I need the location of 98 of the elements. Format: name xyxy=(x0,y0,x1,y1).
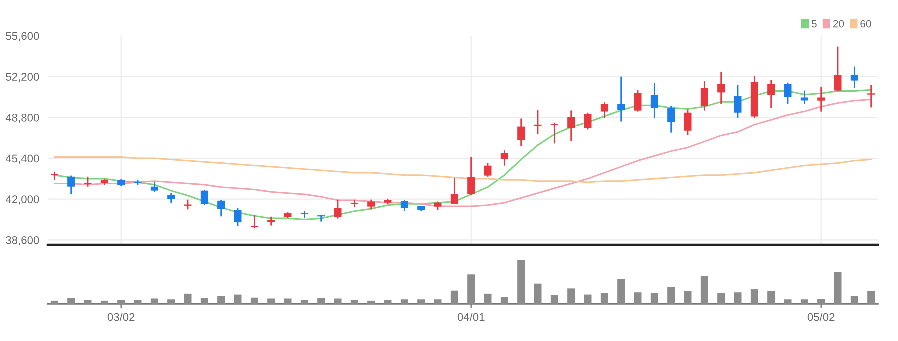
bar xyxy=(868,291,876,304)
candlestick xyxy=(768,80,776,110)
candlestick xyxy=(784,82,792,105)
bar xyxy=(184,294,192,304)
candlestick xyxy=(734,84,742,119)
bar xyxy=(850,296,858,304)
y-tick-label: 48,800 xyxy=(6,114,40,124)
bar xyxy=(650,293,658,304)
candlestick xyxy=(368,199,376,210)
candlestick xyxy=(318,214,326,223)
bar xyxy=(134,300,142,304)
bar xyxy=(634,292,642,304)
candlestick xyxy=(668,105,676,134)
legend-label: 20 xyxy=(833,20,844,28)
candlestick xyxy=(600,102,608,120)
y-tick-label: 55,600 xyxy=(6,32,40,42)
bar xyxy=(284,298,292,304)
bar xyxy=(250,298,258,304)
bar xyxy=(818,299,826,304)
candlestick xyxy=(218,200,226,218)
bar xyxy=(550,295,558,304)
candlestick xyxy=(800,90,808,106)
bar xyxy=(768,291,776,304)
bar xyxy=(618,279,626,304)
bar xyxy=(568,288,576,304)
bar xyxy=(300,300,308,304)
y-tick-label: 45,400 xyxy=(6,154,40,164)
bar xyxy=(50,300,58,304)
bar xyxy=(600,293,608,304)
bar xyxy=(500,296,508,304)
candlestick xyxy=(300,210,308,220)
bar xyxy=(784,300,792,304)
bar xyxy=(268,298,276,304)
candlestick xyxy=(718,72,726,106)
bar xyxy=(168,300,176,304)
candlestick xyxy=(818,86,826,112)
candlestick xyxy=(634,89,642,112)
candlestick xyxy=(68,175,76,195)
bar xyxy=(334,298,342,304)
bar xyxy=(534,284,542,304)
bar xyxy=(734,292,742,304)
bar xyxy=(100,300,108,304)
candlestick xyxy=(834,46,842,92)
x-tick-label: 04/01 xyxy=(458,313,485,322)
candlestick xyxy=(400,200,408,212)
bar xyxy=(700,276,708,304)
bar xyxy=(668,287,676,304)
x-tick-label: 05/02 xyxy=(808,313,835,322)
candlestick xyxy=(200,190,208,206)
bar xyxy=(418,300,426,304)
candlestick xyxy=(850,66,858,90)
bar xyxy=(450,290,458,304)
candlestick xyxy=(868,84,876,108)
bar xyxy=(834,272,842,304)
bar xyxy=(368,300,376,304)
candlestick xyxy=(584,112,592,130)
candlestick xyxy=(618,76,626,122)
candlestick xyxy=(684,109,692,136)
bar xyxy=(84,300,92,304)
bar xyxy=(218,296,226,304)
candlestick xyxy=(484,162,492,178)
bar xyxy=(468,274,476,304)
bar xyxy=(350,300,358,304)
candlestick xyxy=(518,118,526,147)
candlestick xyxy=(568,110,576,142)
candlestick xyxy=(234,208,242,227)
bar xyxy=(200,298,208,304)
bar xyxy=(684,291,692,304)
line-series xyxy=(54,98,872,208)
bar xyxy=(750,290,758,304)
bar xyxy=(234,294,242,304)
bar xyxy=(434,300,442,304)
bar xyxy=(150,298,158,304)
candlestick xyxy=(700,80,708,112)
bar xyxy=(318,298,326,304)
y-tick-label: 38,600 xyxy=(6,236,40,246)
candlestick xyxy=(334,199,342,220)
bar xyxy=(400,300,408,304)
candlestick xyxy=(500,150,508,167)
candlestick xyxy=(168,192,176,204)
candlestick xyxy=(450,178,458,205)
candlestick xyxy=(84,176,92,188)
bar xyxy=(518,260,526,304)
x-tick-label: 03/02 xyxy=(108,313,135,322)
bar xyxy=(800,300,808,304)
legend-label: 5 xyxy=(812,20,817,28)
bar xyxy=(718,293,726,304)
bar xyxy=(384,300,392,304)
bar xyxy=(68,298,76,304)
y-tick-label: 52,200 xyxy=(6,73,40,82)
bar xyxy=(118,300,126,304)
candlestick xyxy=(468,156,476,196)
candlestick xyxy=(650,82,658,120)
bar xyxy=(484,294,492,304)
y-tick-label: 42,000 xyxy=(6,196,40,205)
candlestick xyxy=(150,182,158,193)
bar xyxy=(584,294,592,304)
legend-label: 60 xyxy=(860,20,872,28)
